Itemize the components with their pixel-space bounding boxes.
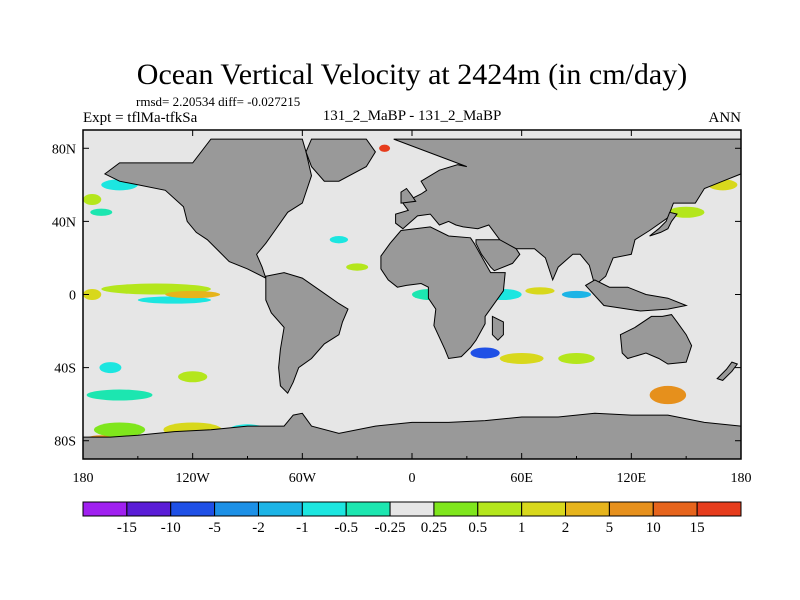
land-antarctica — [83, 412, 741, 459]
colorbar-box — [608, 501, 654, 517]
field-patch — [346, 263, 369, 271]
colorbar-label: -15 — [117, 520, 137, 536]
land-uk — [400, 187, 417, 204]
colorbar-label: -0.5 — [334, 520, 358, 536]
land-greenland — [305, 138, 376, 182]
land-japan — [649, 211, 678, 237]
lon-tick-label: 120W — [176, 471, 211, 486]
lon-tick-label: 60E — [510, 471, 533, 486]
field-patch — [667, 206, 705, 218]
land-arabia — [475, 239, 521, 272]
field-patch — [558, 352, 595, 364]
colorbar-box — [301, 501, 347, 517]
field-patch — [649, 385, 687, 405]
field-patch — [90, 208, 113, 216]
field-patch — [379, 144, 391, 152]
colorbar-label: 1 — [518, 520, 526, 536]
lat-tick-label: 80S — [54, 435, 76, 450]
field-patch — [329, 236, 349, 244]
colorbar-box — [170, 501, 216, 517]
land-africa — [380, 226, 506, 360]
field-patch — [561, 290, 592, 299]
lat-tick-label: 80N — [52, 142, 76, 157]
field-patch — [86, 389, 153, 401]
colorbar-label: 15 — [690, 520, 705, 536]
field-patch — [525, 287, 555, 295]
colorbar-box — [214, 501, 259, 517]
latitude-axis: 80N 40N 0 40S 80S — [52, 142, 741, 450]
colorbar-box — [345, 501, 391, 517]
land-mask — [83, 138, 741, 459]
field-patch — [83, 193, 102, 205]
lat-tick-label: 40S — [54, 362, 76, 377]
colorbar-box — [652, 501, 698, 517]
lon-tick-label: 180 — [731, 471, 752, 486]
colorbar-box — [433, 501, 479, 517]
colorbar-box — [82, 501, 128, 517]
lon-tick-label: 180 — [73, 471, 94, 486]
experiment-label: Expt = tflMa-tfkSa — [83, 110, 198, 126]
colorbar-label: 0.25 — [421, 520, 447, 536]
field-patch — [93, 422, 146, 438]
field-patch — [137, 296, 211, 304]
colorbar-box — [257, 501, 303, 517]
colorbar-label: -0.25 — [374, 520, 405, 536]
lon-tick-label: 120E — [617, 471, 647, 486]
colorbar-label: -5 — [208, 520, 221, 536]
colorbar-box — [126, 501, 172, 517]
field-patch — [470, 347, 500, 359]
colorbar-box — [477, 501, 523, 517]
season-label: ANN — [709, 110, 742, 126]
longitude-axis: 180 120W 60W 0 60E 120E 180 — [73, 130, 752, 486]
colorbar-label: 2 — [562, 520, 570, 536]
land-indonesia — [584, 279, 688, 312]
lat-tick-label: 0 — [69, 289, 76, 304]
field-patch — [99, 362, 122, 374]
land-madagascar — [491, 315, 504, 341]
colorbar-box — [696, 501, 742, 517]
colorbar-label: -1 — [296, 520, 309, 536]
field-patch — [165, 290, 221, 299]
land-new-zealand — [716, 361, 739, 381]
stats-label: rmsd= 2.20534 diff= -0.027215 — [136, 94, 300, 109]
colorbar-box — [389, 501, 435, 517]
land-australia — [619, 314, 693, 365]
colorbar: -15 -10 -5 -2 -1 -0.5 -0.25 0.25 0.5 1 2 5 10 15 — [82, 501, 742, 536]
figure-title: Ocean Vertical Velocity at 2424m (in cm/… — [137, 58, 687, 91]
land-south-america — [265, 272, 349, 395]
colorbar-box — [565, 501, 610, 517]
land-north-america — [103, 138, 313, 280]
field-patch — [178, 371, 208, 383]
field-patch — [499, 352, 544, 364]
lon-tick-label: 60W — [289, 471, 317, 486]
case-label: 131_2_MaBP - 131_2_MaBP — [323, 108, 502, 124]
lat-tick-label: 40N — [52, 215, 76, 230]
lon-tick-label: 0 — [409, 471, 416, 486]
field-patch — [83, 289, 102, 300]
colorbar-label: 5 — [606, 520, 614, 536]
colorbar-box — [521, 501, 567, 517]
colorbar-label: 10 — [646, 520, 661, 536]
colorbar-label: -10 — [161, 520, 181, 536]
map-panel: 180 120W 60W 0 60E 120E 180 80N 40N 0 40S 80S — [52, 129, 752, 486]
colorbar-label: 0.5 — [468, 520, 487, 536]
colorbar-label: -2 — [252, 520, 265, 536]
